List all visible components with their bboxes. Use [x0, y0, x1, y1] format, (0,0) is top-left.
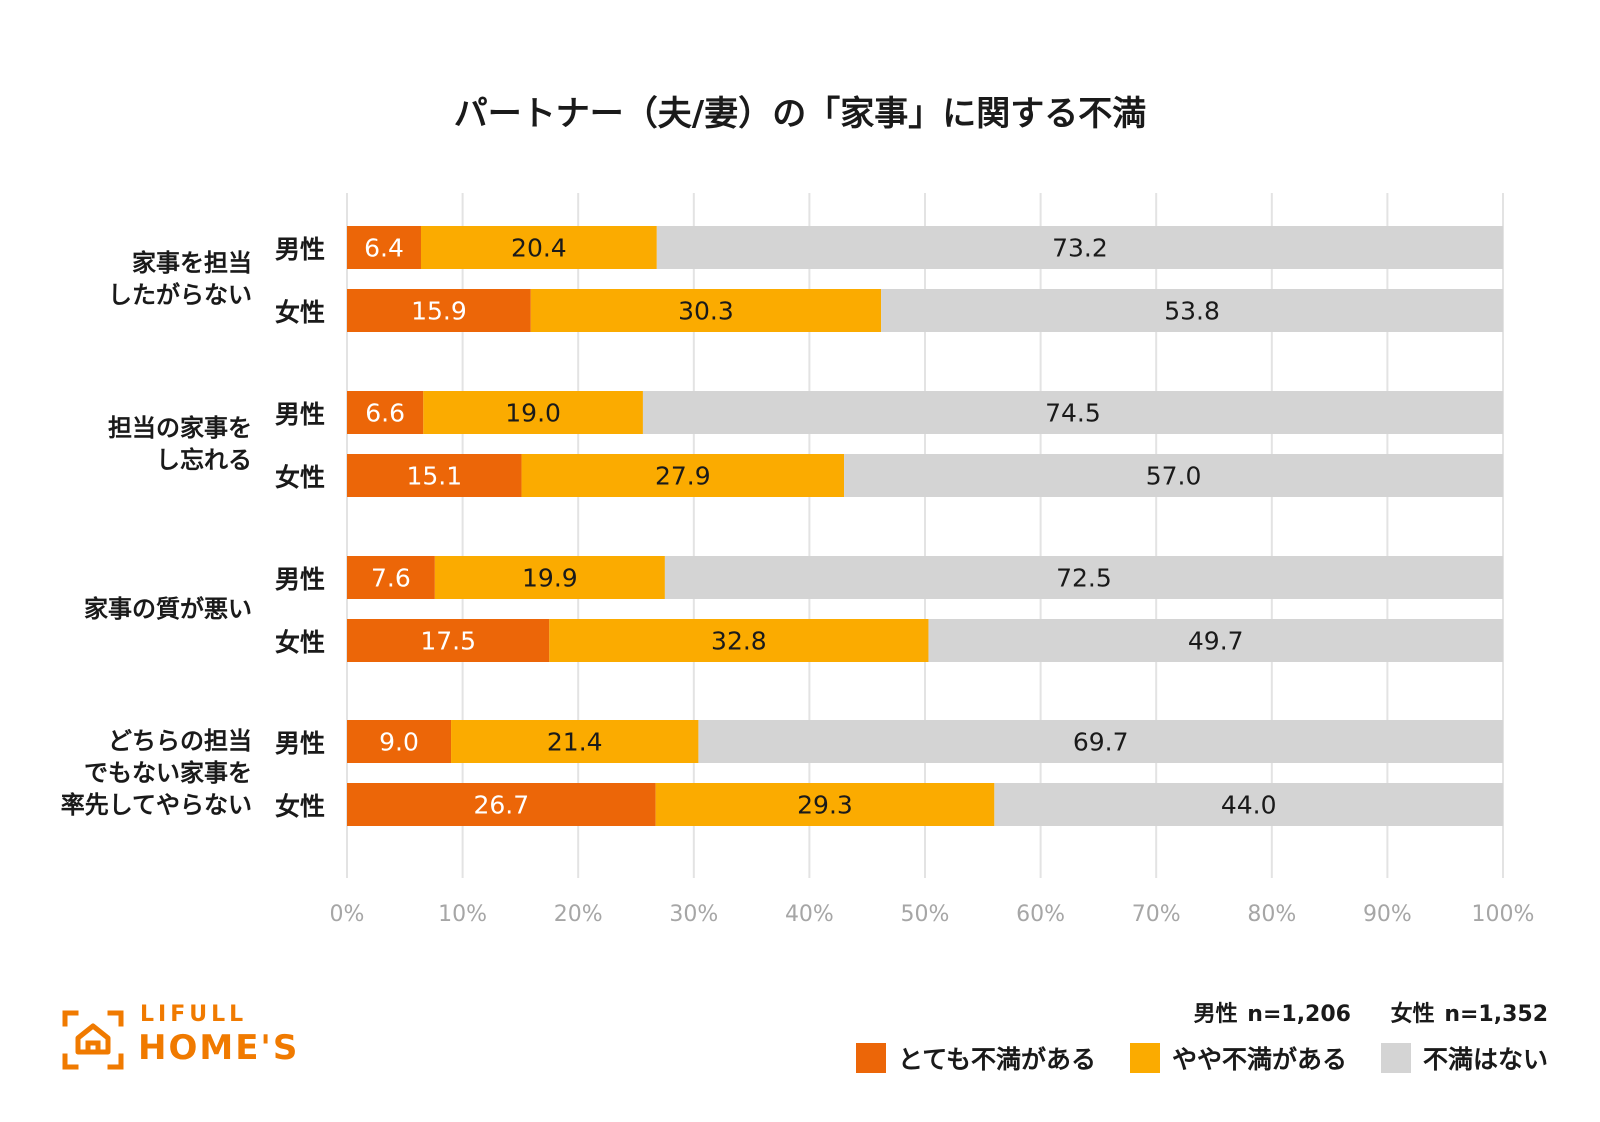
- group-label: 男性: [275, 729, 326, 758]
- data-label: 26.7: [473, 791, 529, 820]
- x-tick-label: 90%: [1363, 902, 1412, 927]
- bar-segment: [994, 783, 1503, 826]
- data-label: 74.5: [1045, 399, 1101, 428]
- bar-segment: [423, 391, 643, 434]
- bar-segment: [928, 619, 1503, 662]
- group-label: 女性: [275, 298, 326, 327]
- legend-label: とても不満がある: [897, 1045, 1096, 1074]
- data-label: 30.3: [678, 297, 734, 326]
- data-label: 19.9: [522, 564, 578, 593]
- bar-segment: [347, 289, 531, 332]
- group-label: 女性: [275, 628, 326, 657]
- data-label: 69.7: [1073, 728, 1129, 757]
- data-label: 15.9: [411, 297, 467, 326]
- bar-segment: [347, 454, 522, 497]
- category-label-line: 担当の家事を: [108, 414, 252, 442]
- group-label: 女性: [275, 463, 326, 492]
- bar-segment: [664, 556, 1503, 599]
- data-label: 19.0: [505, 399, 561, 428]
- chart-legend: とても不満がある やや不満がある 不満はない: [822, 1040, 1548, 1076]
- group-label: 男性: [275, 235, 326, 264]
- sample-male: 男性 n=1,206: [1193, 1002, 1351, 1027]
- legend-swatch: [855, 1043, 886, 1073]
- legend-item: 不満はない: [1380, 1040, 1548, 1076]
- bar-segment: [347, 619, 550, 662]
- brand-line-2: HOME'S: [138, 1028, 300, 1068]
- group-label: 女性: [275, 792, 326, 821]
- legend-swatch: [1129, 1043, 1160, 1073]
- bar-segment: [451, 720, 699, 763]
- category-label-line: 家事を担当: [132, 249, 252, 277]
- category-label-line: 率先してやらない: [60, 791, 252, 819]
- x-tick-label: 30%: [669, 902, 718, 927]
- category-label: 家事を担当したがらない: [108, 247, 252, 311]
- data-label: 21.4: [547, 728, 603, 757]
- brand-logo: LIFULL HOME'S: [62, 1002, 297, 1074]
- data-label: 27.9: [655, 462, 711, 491]
- category-label-line: どちらの担当: [108, 727, 252, 755]
- category-label: どちらの担当でもない家事を率先してやらない: [61, 725, 252, 821]
- data-label: 7.6: [371, 564, 411, 593]
- x-tick-label: 10%: [438, 902, 487, 927]
- category-label: 担当の家事をし忘れる: [108, 412, 252, 476]
- data-label: 44.0: [1221, 791, 1277, 820]
- bar-segment: [530, 289, 882, 332]
- category-label-line: したがらない: [108, 281, 252, 309]
- legend-item: やや不満がある: [1129, 1040, 1347, 1076]
- data-label: 73.2: [1052, 234, 1108, 263]
- x-tick-label: 40%: [785, 902, 834, 927]
- group-label: 男性: [275, 400, 326, 429]
- data-label: 53.8: [1164, 297, 1220, 326]
- bar-segment: [881, 289, 1503, 332]
- bar-segment: [642, 391, 1503, 434]
- bar-segment: [698, 720, 1503, 763]
- data-label: 49.7: [1188, 627, 1244, 656]
- bar-segment: [347, 783, 656, 826]
- data-label: 20.4: [511, 234, 567, 263]
- bar-segment: [347, 226, 421, 269]
- bar-segment: [434, 556, 665, 599]
- data-label: 15.1: [406, 462, 462, 491]
- x-tick-label: 70%: [1132, 902, 1181, 927]
- group-label: 男性: [275, 565, 326, 594]
- brand-line-1: LIFULL: [140, 1002, 248, 1027]
- x-tick-label: 100%: [1472, 902, 1535, 927]
- legend-label: 不満はない: [1422, 1045, 1548, 1074]
- x-tick-label: 20%: [554, 902, 603, 927]
- data-label: 57.0: [1146, 462, 1202, 491]
- bar-segment: [844, 454, 1503, 497]
- data-label: 6.4: [364, 234, 404, 263]
- bar-segment: [655, 783, 995, 826]
- data-label: 6.6: [365, 399, 405, 428]
- x-tick-label: 60%: [1016, 902, 1065, 927]
- x-tick-label: 80%: [1247, 902, 1296, 927]
- legend-swatch: [1380, 1043, 1411, 1073]
- data-label: 29.3: [797, 791, 853, 820]
- data-label: 17.5: [420, 627, 476, 656]
- category-label-line: でもない家事を: [84, 759, 252, 787]
- x-tick-label: 0%: [330, 902, 365, 927]
- sample-female: 女性 n=1,352: [1390, 1002, 1548, 1027]
- legend-item: とても不満がある: [855, 1040, 1096, 1076]
- legend-label: やや不満がある: [1171, 1045, 1347, 1074]
- bar-segment: [549, 619, 929, 662]
- data-label: 32.8: [711, 627, 767, 656]
- bar-segment: [521, 454, 845, 497]
- data-label: 72.5: [1056, 564, 1112, 593]
- bar-segment: [347, 391, 424, 434]
- bar-segment: [347, 556, 435, 599]
- category-label-line: し忘れる: [156, 446, 252, 474]
- bar-segment: [347, 720, 452, 763]
- chart-title: パートナー（夫/妻）の「家事」に関する不満: [453, 94, 1147, 134]
- data-label: 9.0: [379, 728, 419, 757]
- house-logo-icon: [62, 1010, 124, 1070]
- bar-segment: [420, 226, 657, 269]
- category-label-line: 家事の質が悪い: [84, 595, 252, 623]
- category-label: 家事の質が悪い: [84, 593, 252, 625]
- sample-size-note: 男性 n=1,206 女性 n=1,352: [1164, 996, 1548, 1028]
- bar-segment: [656, 226, 1503, 269]
- x-tick-label: 50%: [901, 902, 950, 927]
